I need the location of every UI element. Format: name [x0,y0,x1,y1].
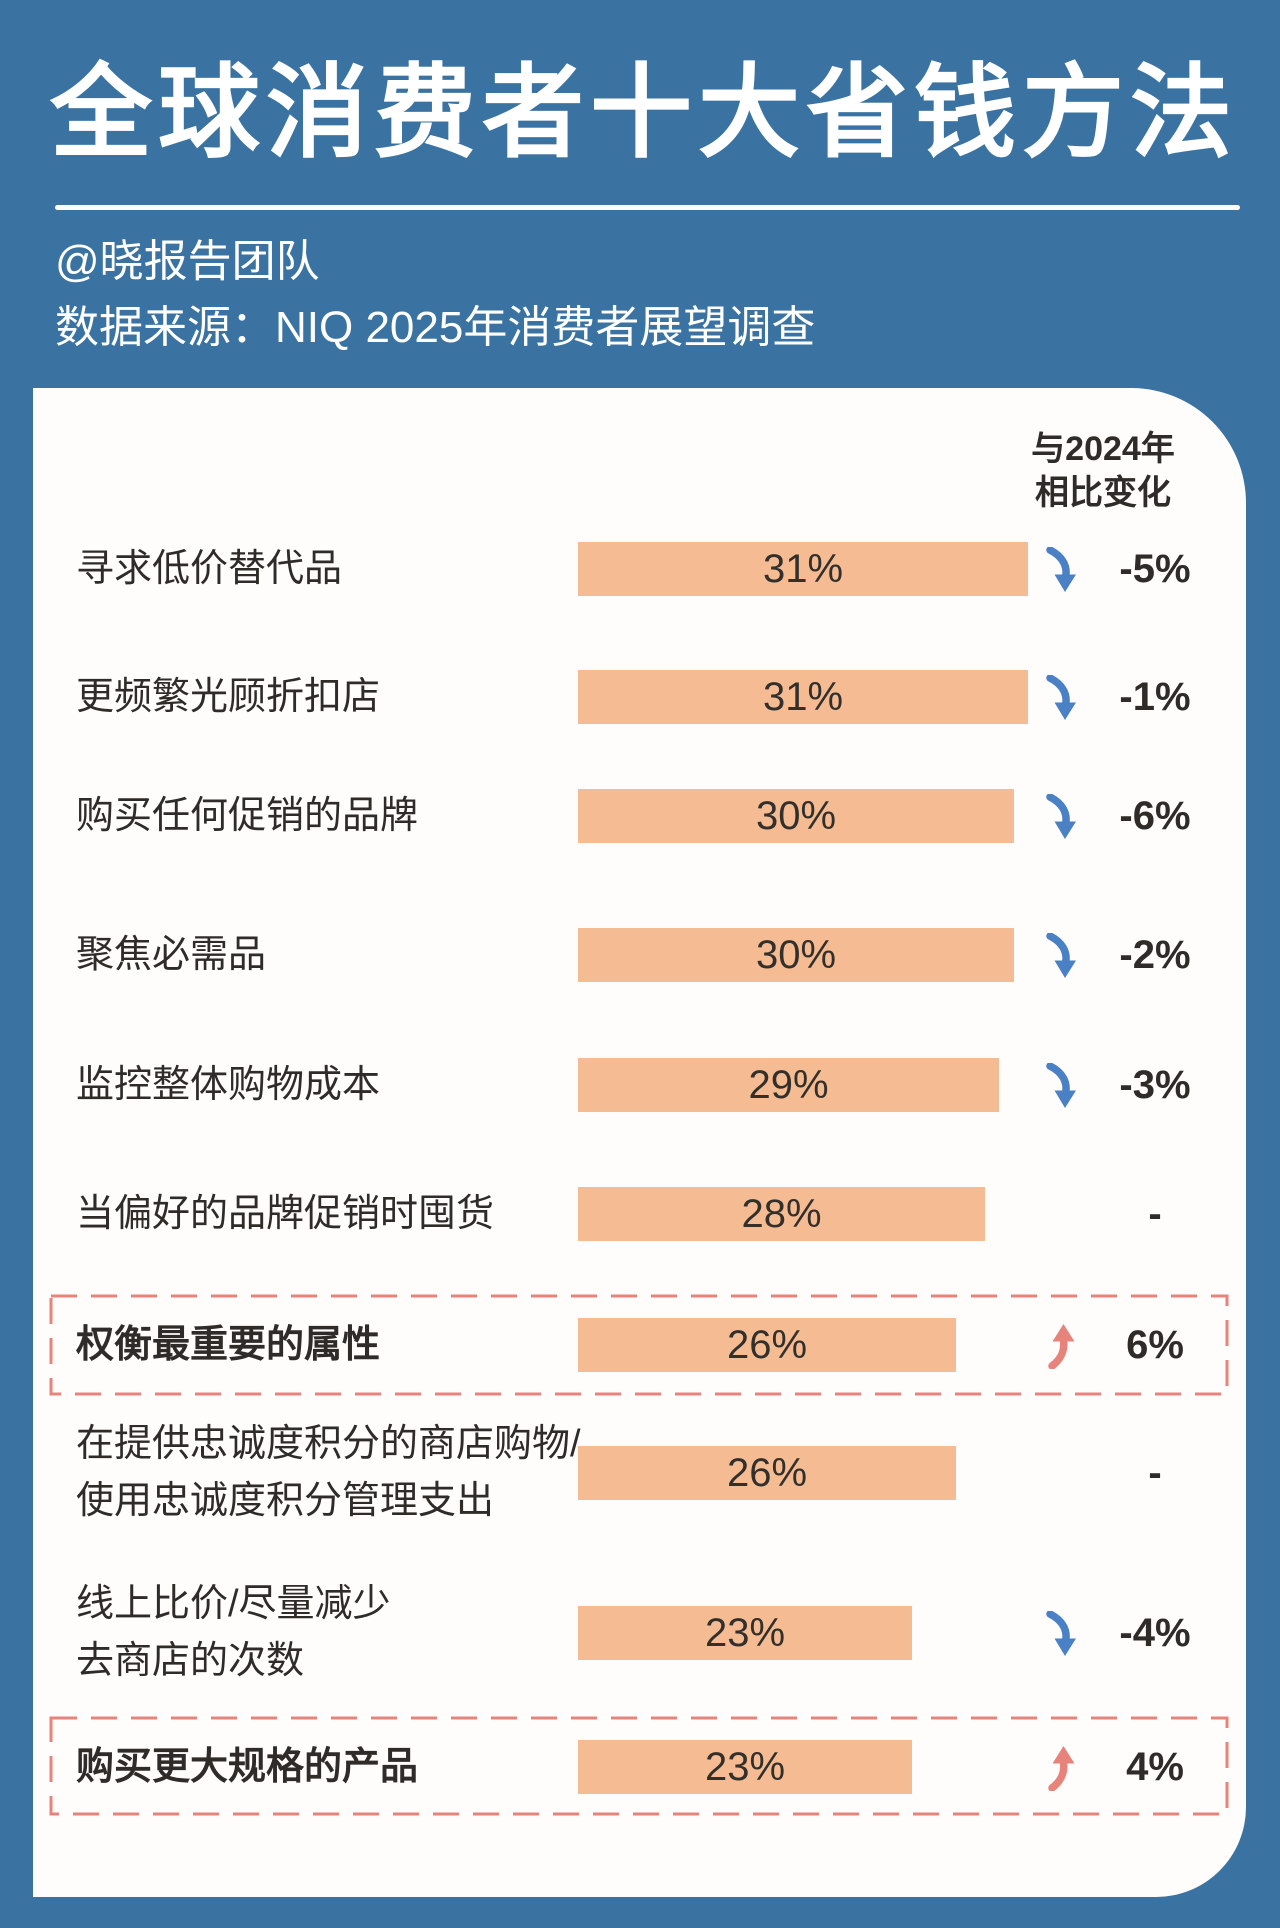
category-label: 当偏好的品牌促销时囤货 [76,1187,494,1241]
bar-value-label: 31% [762,546,844,591]
bar-value-label: 29% [748,1062,829,1107]
change-label: -2% [1119,932,1191,977]
bar: 23% [578,1740,912,1794]
change-column-header: 与2024年 相比变化 [1003,428,1203,515]
category-label-line: 更频繁光顾折扣店 [76,675,381,718]
category-label: 在提供忠诚度积分的商店购物/ 使用忠诚度积分管理支出 [76,1413,581,1533]
category-label-line: 监控整体购物成本 [76,1063,381,1106]
down-arrow-icon [1041,932,1079,979]
category-label-line: 权衡最重要的属性 [76,1323,381,1366]
category-label-line: 线上比价/尽量减少 [76,1583,391,1625]
title-underline [55,205,1240,210]
highlight-dashed-box [49,1716,1229,1816]
change-label: 6% [1126,1322,1184,1367]
up-arrow-icon [1041,1323,1079,1370]
bar-value-label: 26% [726,1322,808,1367]
chart-row: 当偏好的品牌促销时囤货 28% - [33,1187,1246,1241]
chart-card: 与2024年 相比变化 寻求低价替代品 31% -5% 更频繁光顾折扣店 31%… [33,388,1246,1897]
change-label: -1% [1119,674,1191,719]
category-label-line: 在提供忠诚度积分的商店购物/ [76,1423,581,1465]
change-label: -5% [1119,546,1191,591]
category-label: 监控整体购物成本 [76,1058,380,1112]
chart-row: 线上比价/尽量减少 去商店的次数 23% -4% [33,1583,1246,1682]
page-title: 全球消费者十大省钱方法 [50,56,1238,170]
change-header-line1: 与2024年 [1031,430,1175,468]
category-label-line: 去商店的次数 [76,1640,305,1682]
data-source: 数据来源：NIQ 2025年消费者展望调查 [55,303,816,352]
highlight-dashed-box [49,1294,1229,1396]
category-label-line: 寻求低价替代品 [76,547,343,590]
change-label: -3% [1119,1062,1191,1107]
chart-row: 监控整体购物成本 29% -3% [33,1058,1246,1112]
change-label: - [1148,1450,1162,1495]
change-label: -4% [1119,1610,1191,1655]
bar-value-label: 31% [762,674,844,719]
down-arrow-icon [1041,546,1079,593]
change-label: - [1148,1191,1162,1236]
bar: 30% [578,928,1014,982]
bar-value-label: 23% [704,1610,786,1655]
chart-row: 寻求低价替代品 31% -5% [33,542,1246,596]
down-arrow-icon [1041,1610,1079,1657]
chart-row: 聚焦必需品 30% -2% [33,928,1246,982]
category-label-line: 购买任何促销的品牌 [76,794,419,837]
bar-value-label: 26% [726,1450,808,1495]
down-arrow-icon [1041,793,1079,840]
down-arrow-icon [1041,674,1079,721]
category-label: 购买任何促销的品牌 [76,789,418,843]
category-label: 购买更大规格的产品 [76,1740,418,1794]
category-label: 寻求低价替代品 [76,542,342,596]
bar-value-label: 30% [755,932,837,977]
down-arrow-icon [1041,1062,1079,1109]
chart-row-highlighted: 权衡最重要的属性 26% 6% [33,1294,1246,1396]
category-label: 聚焦必需品 [76,928,266,982]
chart-row: 更频繁光顾折扣店 31% -1% [33,670,1246,724]
up-arrow-icon [1041,1745,1079,1792]
category-label-line: 聚焦必需品 [76,933,267,976]
category-label-line: 购买更大规格的产品 [76,1745,419,1788]
bar-value-label: 30% [755,793,837,838]
bar: 30% [578,789,1014,843]
bar-value-label: 23% [704,1744,786,1789]
byline: @晓报告团队 [55,237,320,286]
bar: 28% [578,1187,985,1241]
bar: 26% [578,1446,956,1500]
category-label: 线上比价/尽量减少 去商店的次数 [76,1573,391,1693]
category-label-line: 使用忠诚度积分管理支出 [76,1480,495,1522]
category-label-line: 当偏好的品牌促销时囤货 [76,1192,495,1235]
category-label: 权衡最重要的属性 [76,1318,380,1372]
change-header-line2: 相比变化 [1035,473,1171,512]
change-label: -6% [1119,793,1191,838]
bar: 31% [578,670,1028,724]
chart-row: 购买任何促销的品牌 30% -6% [33,789,1246,843]
category-label: 更频繁光顾折扣店 [76,670,380,724]
chart-row-highlighted: 购买更大规格的产品 23% 4% [33,1716,1246,1816]
bar: 29% [578,1058,999,1112]
bar: 23% [578,1606,912,1660]
change-label: 4% [1126,1744,1184,1789]
bar: 26% [578,1318,956,1372]
chart-row: 在提供忠诚度积分的商店购物/ 使用忠诚度积分管理支出 26% - [33,1423,1246,1522]
bar: 31% [578,542,1028,596]
bar-value-label: 28% [741,1191,822,1236]
